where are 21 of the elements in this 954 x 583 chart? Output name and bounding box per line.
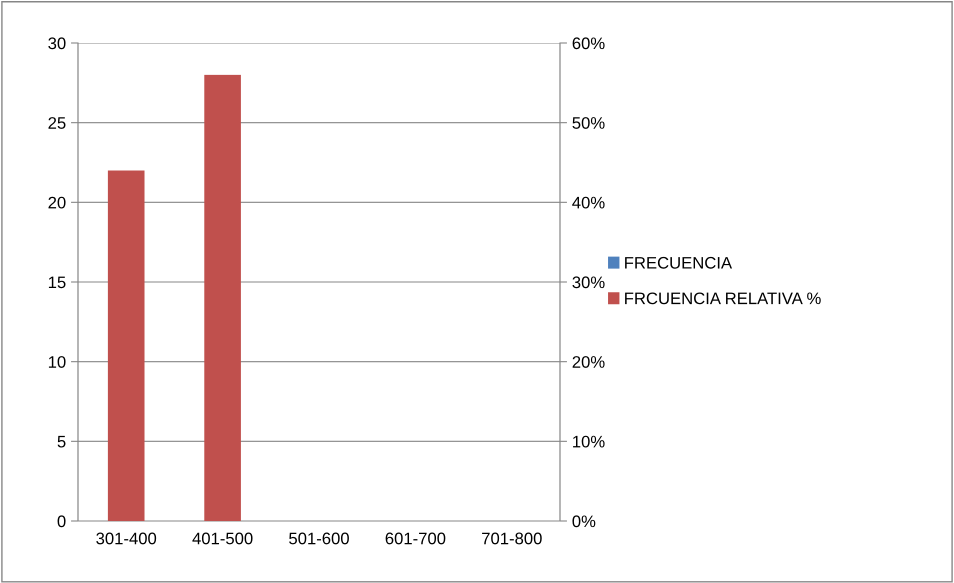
y-tick-label: 0 xyxy=(58,515,66,528)
y2-tick-label: 30% xyxy=(572,276,605,288)
y2-tick-label: 60% xyxy=(572,37,605,50)
x-tick-label: 401-500 xyxy=(192,532,253,544)
x-tick-label: 301-400 xyxy=(96,532,156,544)
x-tick-label: 701-800 xyxy=(482,532,542,544)
legend-label: FRCUENCIA RELATIVA % xyxy=(625,292,821,304)
y2-tick-label: 10% xyxy=(573,436,605,448)
y-tick-label: 10 xyxy=(48,356,66,368)
x-tick-label: 601-700 xyxy=(386,532,446,544)
legend-label: FRECUENCIA xyxy=(625,256,732,269)
y2-tick-label: 50% xyxy=(572,117,605,129)
y2-tick-label: 0% xyxy=(572,515,596,528)
y2-tick-label: 20% xyxy=(572,356,605,368)
y-tick-label: 30 xyxy=(48,37,66,50)
y-tick-label: 20 xyxy=(48,196,66,209)
y2-tick-label: 40% xyxy=(572,196,605,209)
y-tick-label: 25 xyxy=(48,117,66,129)
y-tick-label: 5 xyxy=(58,436,66,448)
x-tick-label: 501-600 xyxy=(289,532,349,544)
y-tick-label: 15 xyxy=(48,276,66,288)
